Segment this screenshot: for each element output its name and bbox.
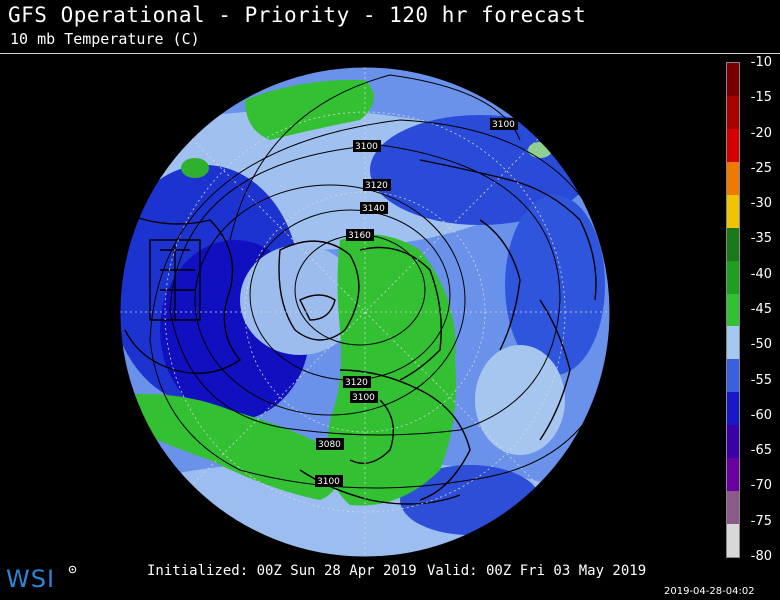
colorbar-segment bbox=[727, 359, 739, 393]
colorbar-tick-label: -75 bbox=[750, 513, 772, 529]
chart-title: GFS Operational - Priority - 120 hr fore… bbox=[8, 3, 587, 27]
contour-label: 3100 bbox=[353, 140, 381, 152]
cold-band-north bbox=[370, 115, 590, 225]
svg-text:3120: 3120 bbox=[345, 378, 368, 388]
contour-label: 3120 bbox=[363, 179, 391, 191]
svg-text:3120: 3120 bbox=[365, 181, 388, 191]
svg-text:3100: 3100 bbox=[355, 142, 378, 152]
light-patch-east bbox=[475, 345, 565, 455]
colorbar-segment bbox=[727, 161, 739, 196]
colorbar-tick-label: -25 bbox=[750, 160, 772, 176]
cold-band-east bbox=[505, 195, 605, 375]
chart-subtitle: 10 mb Temperature (C) bbox=[10, 30, 200, 48]
height-contours bbox=[149, 74, 610, 489]
colorbar-segment bbox=[727, 392, 739, 426]
colorbar-tick-label: -10 bbox=[750, 55, 772, 70]
polar-temperature-map: 3100 3100 3120 3140 3160 3120 3100 3080 … bbox=[119, 66, 611, 558]
svg-text:3100: 3100 bbox=[492, 120, 515, 130]
colorbar-tick-label: -30 bbox=[750, 196, 772, 212]
colorbar-labels: -10 -15 -20 -25 -30 -35 -40 -45 -50 -55 -60 -65 -70 -… bbox=[744, 55, 780, 564]
colorbar-tick-label: -35 bbox=[750, 231, 772, 247]
contour-label: 3080 bbox=[316, 438, 344, 450]
header-divider bbox=[0, 53, 780, 54]
temperature-colorbar bbox=[726, 62, 740, 558]
warm-region-north bbox=[245, 79, 374, 140]
colorbar-tick-label: -20 bbox=[750, 125, 772, 141]
colorbar-segment bbox=[727, 227, 739, 262]
colorbar-tick-label: -55 bbox=[750, 372, 772, 388]
colorbar-tick-label: -80 bbox=[750, 549, 772, 564]
svg-text:3080: 3080 bbox=[318, 440, 341, 450]
svg-text:3160: 3160 bbox=[348, 231, 371, 241]
initialized-time: Initialized: 00Z Sun 28 Apr 2019 bbox=[147, 563, 417, 579]
contour-label: 3100 bbox=[490, 118, 518, 130]
colorbar-tick-label: -15 bbox=[750, 90, 772, 106]
valid-time: Valid: 00Z Fri 03 May 2019 bbox=[427, 563, 647, 579]
colorbar-tick-label: -70 bbox=[750, 478, 772, 494]
colorbar-segment bbox=[727, 524, 739, 558]
colorbar-tick-label: -60 bbox=[750, 407, 772, 423]
colorbar-segment bbox=[727, 95, 739, 130]
contour-label: 3140 bbox=[360, 202, 388, 214]
svg-text:3140: 3140 bbox=[362, 204, 385, 214]
colorbar-segment bbox=[727, 260, 739, 295]
wsi-logo-mark-icon bbox=[68, 565, 77, 574]
contour-label: 3100 bbox=[350, 391, 378, 403]
colorbar-segment bbox=[727, 128, 739, 163]
colorbar-segment bbox=[727, 194, 739, 229]
map-disc-border bbox=[119, 66, 611, 558]
svg-text:3100: 3100 bbox=[352, 393, 375, 403]
colorbar-segment bbox=[727, 458, 739, 492]
render-timestamp: 2019-04-28-04:02 bbox=[664, 586, 755, 597]
colorbar-segment bbox=[727, 293, 739, 327]
contour-label: 3100 bbox=[315, 475, 343, 487]
colorbar-segment bbox=[727, 425, 739, 459]
wsi-logo: WSI bbox=[6, 565, 56, 593]
colorbar-segment bbox=[727, 491, 739, 525]
contour-3120 bbox=[194, 184, 466, 416]
warm-spot-north bbox=[181, 158, 209, 178]
colorbar-tick-label: -45 bbox=[750, 302, 772, 317]
contour-3100 bbox=[169, 144, 561, 436]
colorbar-tick-label: -40 bbox=[750, 266, 772, 282]
colorbar-segment bbox=[727, 326, 739, 360]
colorbar-tick-label: -65 bbox=[750, 443, 772, 459]
contour-label: 3160 bbox=[346, 229, 374, 241]
contour-3080 bbox=[149, 119, 610, 489]
contour-3100-outer bbox=[229, 74, 521, 241]
colorbar-tick-label: -50 bbox=[750, 337, 772, 353]
colorbar-segment bbox=[727, 63, 739, 97]
contour-label: 3120 bbox=[343, 376, 371, 388]
svg-text:3100: 3100 bbox=[317, 477, 340, 487]
